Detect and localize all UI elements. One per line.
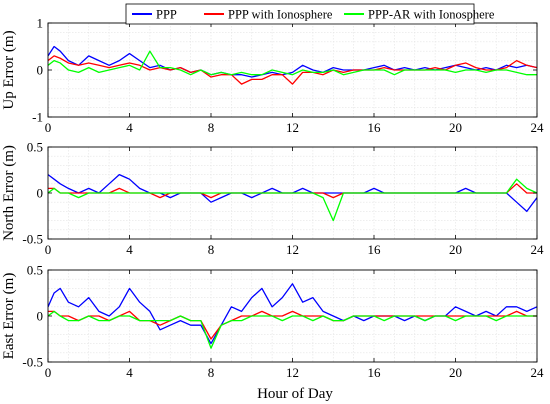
legend: PPP PPP with Ionosphere PPP-AR with Ionosp… <box>125 3 495 25</box>
x-tick-label: 12 <box>286 120 299 135</box>
legend-label: PPP with Ionosphere <box>228 8 333 22</box>
y-tick-label: 0.5 <box>27 263 43 278</box>
series-line-ppp-ar-with-ionosphere <box>48 50 537 76</box>
series-group <box>48 45 537 85</box>
y-tick-label: 1 <box>37 16 44 31</box>
y-tick-label: 0.5 <box>27 140 43 155</box>
y-axis-title: East Error (m) <box>1 273 17 360</box>
y-tick-label: 0 <box>37 63 44 78</box>
x-axis-title: Hour of Day <box>257 386 333 402</box>
x-tick-label: 0 <box>45 120 52 135</box>
x-tick-label: 16 <box>368 242 382 257</box>
x-tick-label: 16 <box>368 120 382 135</box>
x-tick-label: 24 <box>531 120 545 135</box>
series-line-ppp-ar-with-ionosphere <box>48 310 537 349</box>
x-tick-label: 24 <box>531 242 545 257</box>
y-axis-title: North Error (m) <box>1 145 17 241</box>
x-tick-label: 0 <box>45 242 52 257</box>
series-line-ppp-ar-with-ionosphere <box>48 178 537 222</box>
x-tick-label: 8 <box>208 120 215 135</box>
y-tick-label: -1 <box>32 110 43 125</box>
y-tick-label: -0.5 <box>22 232 43 247</box>
y-tick-label: 0 <box>37 186 44 201</box>
x-tick-label: 12 <box>286 242 299 257</box>
x-tick-label: 20 <box>449 120 462 135</box>
x-tick-label: 16 <box>368 365 382 380</box>
series-group <box>48 173 537 222</box>
x-tick-label: 4 <box>126 120 133 135</box>
x-tick-label: 20 <box>449 365 462 380</box>
legend-label: PPP <box>156 8 177 22</box>
y-tick-label: -0.5 <box>22 355 43 370</box>
x-tick-label: 24 <box>531 365 545 380</box>
x-tick-label: 8 <box>208 365 215 380</box>
legend-label: PPP-AR with Ionosphere <box>368 8 495 22</box>
series-line-ppp-with-ionosphere <box>48 310 537 340</box>
series-line-ppp-with-ionosphere <box>48 55 537 85</box>
x-tick-label: 12 <box>286 365 299 380</box>
x-tick-label: 4 <box>126 365 133 380</box>
x-tick-label: 20 <box>449 242 462 257</box>
series-line-ppp <box>48 283 537 345</box>
x-tick-label: 4 <box>126 242 133 257</box>
series-group <box>48 283 537 349</box>
grid <box>48 23 537 117</box>
x-tick-label: 8 <box>208 242 215 257</box>
y-tick-label: 0 <box>37 309 44 324</box>
y-axis-title: Up Error (m) <box>1 30 17 109</box>
x-tick-label: 0 <box>45 365 52 380</box>
legend-box <box>125 3 475 25</box>
